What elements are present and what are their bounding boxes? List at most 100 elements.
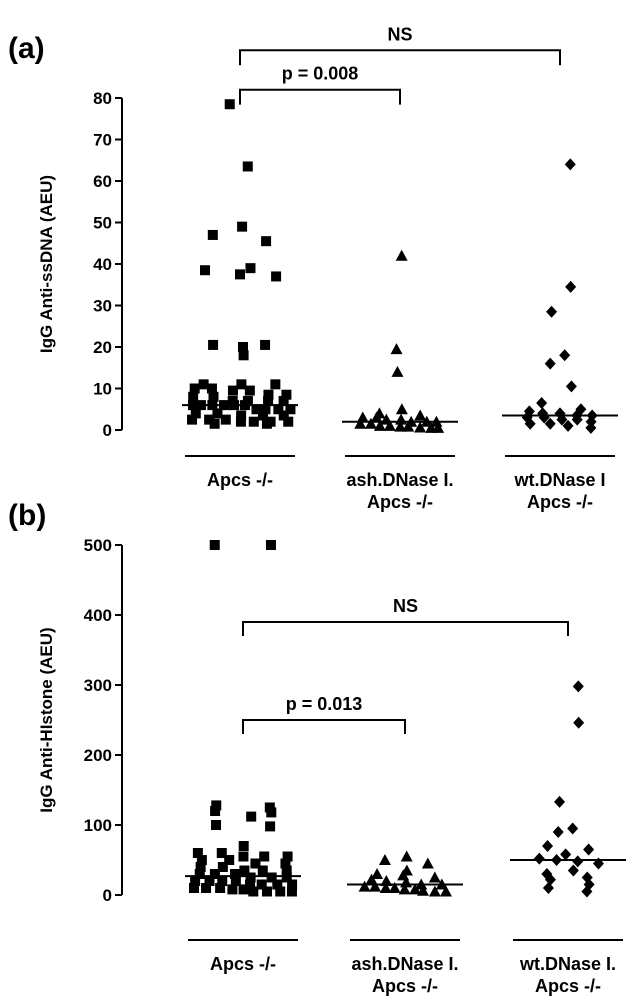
data-point-square — [245, 263, 256, 274]
data-point-square — [212, 408, 223, 419]
data-point-diamond — [552, 826, 564, 838]
data-point-triangle — [400, 850, 413, 862]
data-point-square — [220, 414, 231, 425]
y-tick-label: 80 — [93, 89, 112, 108]
data-point-triangle — [432, 421, 445, 433]
significance-bracket — [239, 88, 401, 105]
y-tick-label: 10 — [93, 380, 112, 399]
data-point-square — [209, 418, 220, 429]
y-tick-label: 50 — [93, 214, 112, 233]
data-point-square — [188, 883, 199, 893]
category-label: wt.DNase I. — [519, 954, 616, 974]
data-point-square — [235, 416, 246, 427]
data-point-triangle — [395, 249, 408, 261]
data-point-square — [256, 879, 267, 890]
data-point-diamond — [573, 716, 585, 729]
data-point-square — [238, 841, 249, 851]
data-point-square — [278, 395, 289, 406]
data-point-square — [211, 820, 222, 830]
data-point-square — [206, 383, 217, 394]
data-point-square — [230, 869, 241, 879]
data-point-diamond — [556, 413, 568, 426]
data-point-square — [258, 410, 269, 421]
data-point-square — [242, 161, 253, 172]
data-point-square — [238, 851, 249, 862]
y-tick-label: 100 — [84, 816, 112, 835]
data-point-square — [248, 416, 259, 427]
chart-panel-a: (a) 0 10 20 30 40 50 60 70 80 IgG Anti-ssDNA (AEU)… — [8, 24, 618, 512]
data-point-diamond — [544, 873, 556, 886]
y-tick-label: 0 — [103, 886, 112, 905]
data-point-square — [196, 855, 207, 865]
data-point-triangle — [414, 409, 427, 421]
y-tick-label: 200 — [84, 746, 112, 765]
data-point-square — [238, 350, 249, 361]
data-point-square — [227, 884, 238, 895]
category-label: wt.DNase I — [513, 470, 605, 490]
data-point-diamond — [524, 417, 536, 430]
data-point-square — [273, 404, 284, 415]
data-point-square — [210, 806, 221, 816]
data-point-square — [272, 879, 283, 890]
data-point-triangle — [379, 882, 392, 893]
data-point-square — [287, 879, 298, 890]
data-point-square — [237, 342, 248, 352]
data-point-triangle — [371, 868, 384, 879]
category-label: Apcs -/- — [535, 976, 601, 996]
significance-label: NS — [387, 24, 412, 44]
data-point-square — [188, 391, 199, 402]
data-point-diamond — [567, 864, 579, 877]
data-point-square — [286, 886, 297, 897]
data-point-triangle — [364, 417, 377, 429]
data-point-square — [281, 865, 292, 876]
significance-bracket — [242, 719, 406, 734]
data-point-triangle — [383, 419, 396, 431]
data-point-triangle — [439, 885, 452, 897]
data-point-diamond — [581, 885, 593, 898]
data-point-square — [248, 886, 259, 897]
significance-label: p = 0.008 — [282, 64, 359, 84]
data-point-square — [285, 404, 296, 415]
data-point-square — [216, 848, 227, 858]
data-point-square — [245, 879, 256, 890]
data-point-square — [200, 265, 211, 276]
data-point-square — [224, 855, 235, 865]
data-point-square — [271, 271, 282, 282]
data-point-triangle — [390, 343, 403, 355]
data-point-square — [283, 416, 294, 427]
data-point-square — [192, 848, 203, 858]
data-point-square — [201, 883, 212, 893]
y-tick-label: 40 — [93, 255, 112, 274]
data-point-square — [211, 800, 222, 811]
y-tick-label: 70 — [93, 131, 112, 150]
data-point-square — [208, 339, 219, 350]
data-point-triangle — [354, 417, 367, 429]
significance-label: p = 0.013 — [286, 694, 363, 714]
data-point-diamond — [562, 419, 574, 432]
data-point-square — [194, 869, 205, 879]
data-point-triangle — [370, 411, 383, 423]
data-point-square — [281, 872, 292, 883]
data-point-triangle — [402, 420, 415, 432]
category-label: Apcs -/- — [372, 976, 438, 996]
data-point-diamond — [567, 822, 579, 835]
data-point-square — [259, 851, 270, 862]
data-point-square — [281, 389, 292, 400]
data-point-triangle — [394, 420, 407, 432]
data-point-square — [239, 865, 250, 876]
data-point-triangle — [409, 883, 422, 895]
category-label: ash.DNase I. — [346, 470, 453, 490]
data-point-triangle — [378, 854, 391, 865]
y-tick-label: 500 — [84, 536, 112, 555]
data-point-square — [244, 385, 255, 396]
significance-label: NS — [393, 596, 418, 616]
data-point-square — [265, 540, 276, 550]
y-tick-label: 30 — [93, 297, 112, 316]
data-point-square — [261, 886, 272, 897]
data-point-diamond — [565, 280, 577, 293]
y-tick-label: 300 — [84, 676, 112, 695]
data-point-triangle — [398, 883, 411, 895]
data-point-square — [209, 540, 220, 550]
y-tick-label: 0 — [103, 421, 112, 440]
data-point-diamond — [572, 855, 584, 868]
